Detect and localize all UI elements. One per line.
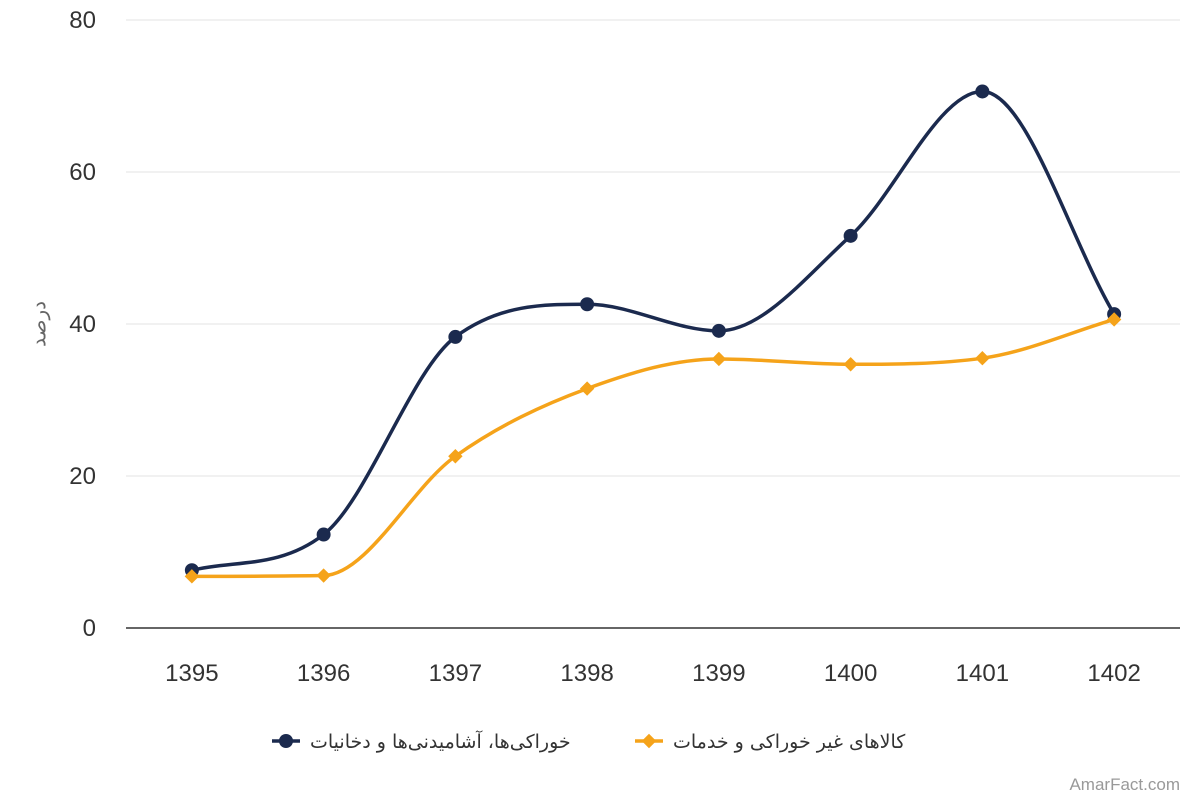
legend-label: خوراکی‌ها، آشامیدنی‌ها و دخانیات (310, 729, 571, 753)
data-point-series-2 (316, 568, 331, 583)
data-point-series-2 (184, 569, 200, 584)
data-point-series-2 (579, 381, 595, 396)
data-point-series-1 (580, 297, 595, 312)
legend-item-1[interactable]: خوراکی‌ها، آشامیدنی‌ها و دخانیات (272, 729, 571, 753)
x-axis-ticks: 1395 1396 1397 1398 1399 1400 1401 1402 (165, 660, 1141, 687)
legend: خوراکی‌ها، آشامیدنی‌ها و دخانیات کالاهای … (272, 729, 906, 753)
y-tick-label: 80 (69, 7, 96, 34)
data-point-series-2 (1106, 312, 1122, 327)
y-axis-title: درصد (27, 301, 51, 347)
x-tick-label: 1401 (956, 660, 1009, 687)
data-point-series-1 (448, 329, 463, 344)
series-lines (190, 89, 1116, 579)
series-line-1 (190, 89, 1116, 572)
data-point-series-2 (975, 350, 990, 366)
legend-label: کالاهای غیر خوراکی و خدمات (673, 731, 906, 753)
data-point-series-1 (316, 527, 331, 542)
y-axis-ticks: 0 20 40 60 80 (69, 7, 96, 642)
y-tick-label: 20 (69, 463, 96, 490)
data-point-series-2 (843, 357, 858, 372)
y-tick-label: 60 (69, 159, 96, 186)
x-tick-label: 1399 (692, 660, 745, 687)
x-tick-label: 1400 (824, 660, 877, 687)
y-tick-label: 40 (69, 311, 96, 338)
series-markers (184, 84, 1122, 584)
x-tick-label: 1395 (165, 660, 218, 687)
credit-text[interactable]: AmarFact.com (1069, 775, 1180, 794)
series-line-2 (190, 317, 1116, 579)
data-point-series-2 (711, 351, 727, 367)
legend-item-2[interactable]: کالاهای غیر خوراکی و خدمات (635, 731, 906, 753)
legend-marker (279, 734, 293, 748)
y-tick-label: 0 (83, 615, 96, 642)
data-point-series-1 (843, 228, 858, 243)
data-point-series-1 (975, 84, 990, 99)
gridlines (126, 19, 1180, 477)
data-point-series-2 (448, 449, 463, 464)
x-tick-label: 1396 (297, 660, 350, 687)
x-tick-label: 1402 (1087, 660, 1140, 687)
x-tick-label: 1398 (560, 660, 613, 687)
legend-marker (641, 733, 657, 749)
x-tick-label: 1397 (429, 660, 482, 687)
data-point-series-1 (711, 323, 726, 338)
